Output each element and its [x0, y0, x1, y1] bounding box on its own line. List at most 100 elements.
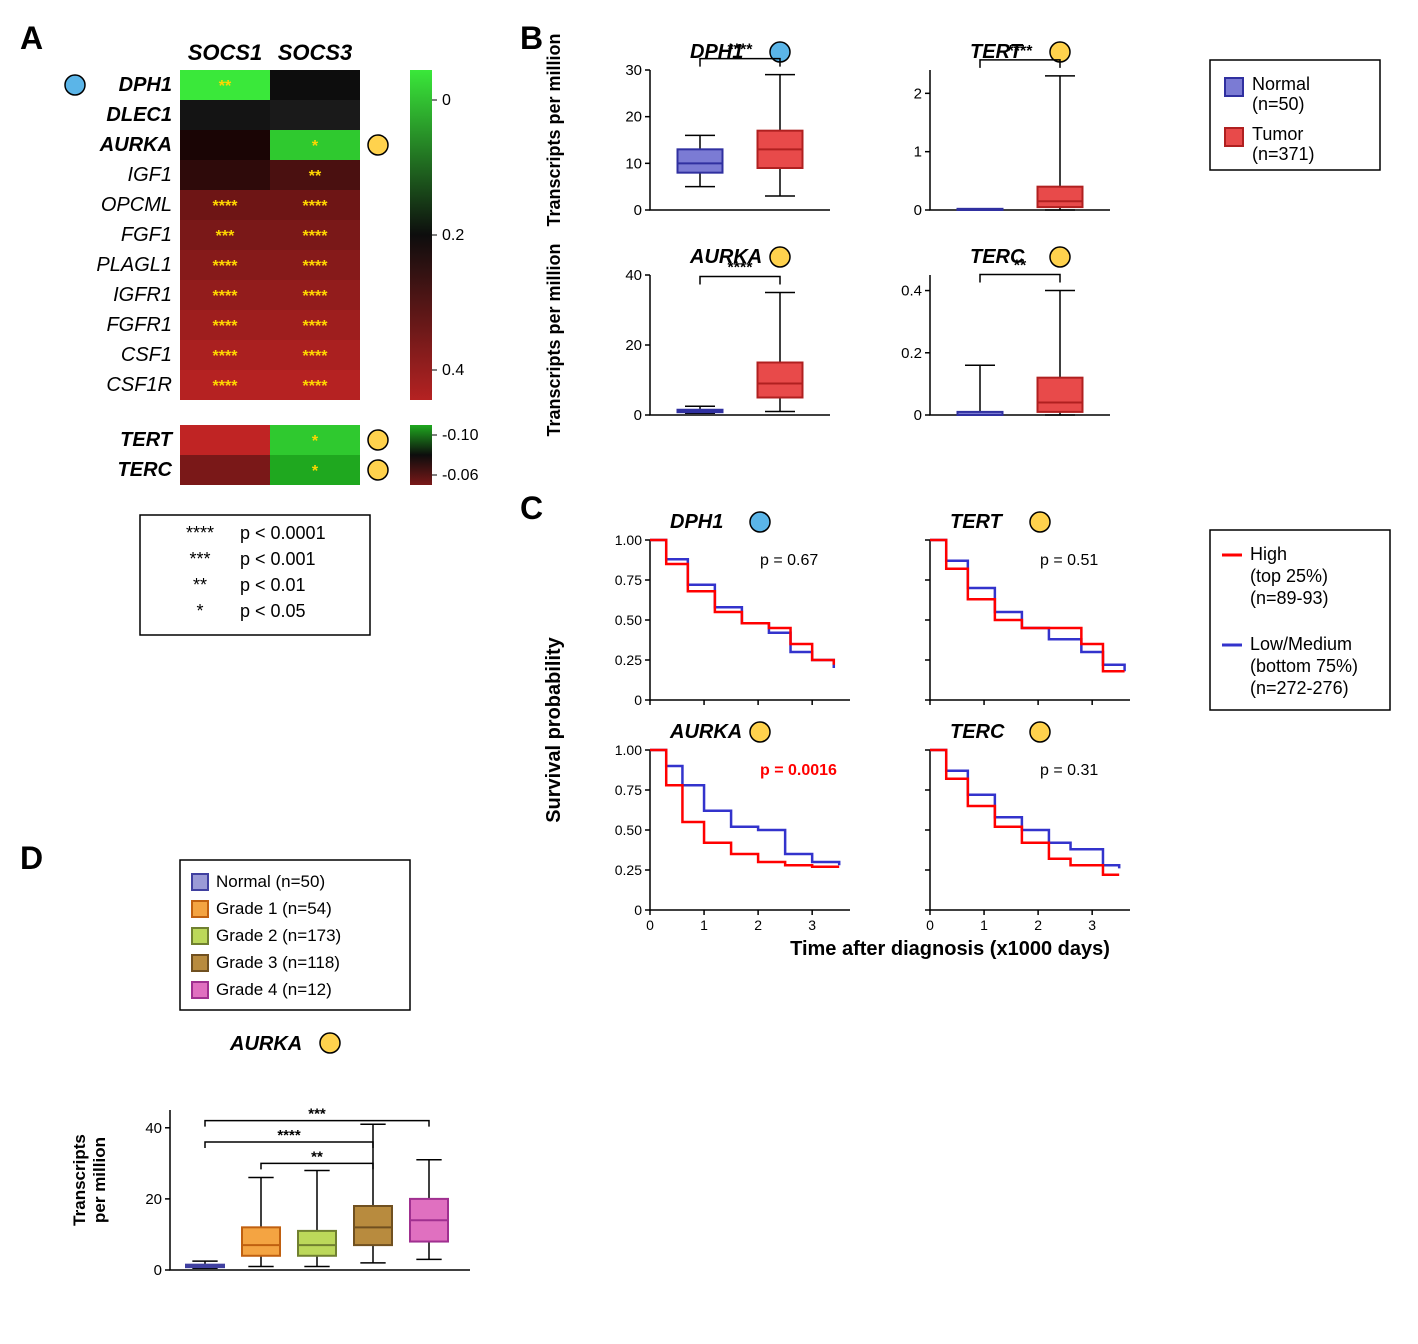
svg-text:PLAGL1: PLAGL1 [96, 254, 172, 276]
svg-text:***: *** [189, 549, 210, 569]
svg-text:1: 1 [700, 917, 708, 933]
svg-text:0: 0 [914, 202, 922, 219]
svg-text:0: 0 [926, 917, 934, 933]
svg-text:(n=50): (n=50) [1252, 94, 1305, 114]
svg-text:DPH1: DPH1 [670, 511, 723, 533]
svg-text:****: **** [303, 228, 329, 245]
svg-text:1.00: 1.00 [615, 532, 642, 548]
svg-text:p < 0.001: p < 0.001 [240, 549, 316, 569]
svg-text:0.4: 0.4 [442, 362, 464, 379]
svg-text:p = 0.51: p = 0.51 [1040, 552, 1098, 569]
svg-text:****: **** [1008, 43, 1034, 60]
svg-text:0: 0 [646, 917, 654, 933]
svg-text:0: 0 [634, 692, 642, 708]
svg-text:****: **** [186, 523, 214, 543]
svg-text:2: 2 [754, 917, 762, 933]
svg-text:AURKA: AURKA [229, 1033, 302, 1055]
svg-text:Transcripts per million: Transcripts per million [544, 33, 564, 226]
svg-text:20: 20 [625, 109, 642, 126]
svg-text:0.4: 0.4 [901, 283, 922, 300]
svg-text:(n=371): (n=371) [1252, 144, 1315, 164]
svg-text:*: * [312, 433, 319, 450]
svg-text:Grade 2 (n=173): Grade 2 (n=173) [216, 926, 341, 945]
svg-text:TERT: TERT [950, 511, 1004, 533]
svg-text:1: 1 [914, 144, 922, 161]
svg-text:High: High [1250, 544, 1287, 564]
svg-text:p < 0.0001: p < 0.0001 [240, 523, 326, 543]
svg-text:DLEC1: DLEC1 [106, 104, 172, 126]
svg-text:40: 40 [625, 267, 642, 284]
svg-text:-0.06: -0.06 [442, 467, 479, 484]
svg-text:***: *** [308, 1106, 326, 1123]
svg-text:***: *** [216, 228, 235, 245]
svg-text:Normal: Normal [1252, 74, 1310, 94]
svg-text:**: ** [1014, 258, 1027, 275]
svg-text:p = 0.31: p = 0.31 [1040, 762, 1098, 779]
svg-text:0: 0 [634, 202, 642, 219]
svg-text:****: **** [303, 288, 329, 305]
svg-text:**: ** [311, 1148, 323, 1165]
svg-text:**: ** [309, 168, 322, 185]
svg-text:****: **** [303, 318, 329, 335]
svg-text:IGF1: IGF1 [128, 164, 172, 186]
figure-container: A SOCS1SOCS3DPH1**DLEC1AURKA*IGF1**OPCML… [20, 20, 1398, 1324]
svg-text:3: 3 [808, 917, 816, 933]
svg-text:*: * [312, 463, 319, 480]
svg-text:OPCML: OPCML [101, 194, 172, 216]
svg-text:****: **** [303, 348, 329, 365]
svg-text:AURKA: AURKA [669, 721, 742, 743]
svg-text:1: 1 [980, 917, 988, 933]
svg-text:0: 0 [634, 407, 642, 424]
svg-text:Transcripts per million: Transcripts per million [544, 243, 564, 436]
svg-text:FGFR1: FGFR1 [106, 314, 172, 336]
svg-text:p = 0.0016: p = 0.0016 [760, 762, 837, 779]
svg-text:TERT: TERT [120, 429, 174, 451]
svg-text:0.75: 0.75 [615, 572, 642, 588]
svg-text:CSF1: CSF1 [121, 344, 172, 366]
svg-text:0.50: 0.50 [615, 822, 642, 838]
svg-text:0.75: 0.75 [615, 782, 642, 798]
svg-text:3: 3 [1088, 917, 1096, 933]
svg-text:0.2: 0.2 [442, 227, 464, 244]
svg-text:Grade 1 (n=54): Grade 1 (n=54) [216, 899, 332, 918]
svg-text:0: 0 [154, 1262, 162, 1279]
svg-text:0.25: 0.25 [615, 652, 642, 668]
svg-text:p < 0.01: p < 0.01 [240, 575, 306, 595]
svg-text:Grade 4 (n=12): Grade 4 (n=12) [216, 980, 332, 999]
svg-text:2: 2 [914, 85, 922, 102]
svg-text:2: 2 [1034, 917, 1042, 933]
panel-d-boxplot: Normal (n=50) Grade 1 (n=54) Grade 2 (n=17… [40, 850, 510, 1330]
svg-text:Survival probability: Survival probability [543, 636, 565, 822]
svg-text:20: 20 [625, 337, 642, 354]
svg-text:****: **** [213, 258, 239, 275]
svg-text:0.2: 0.2 [901, 345, 922, 362]
svg-text:1.00: 1.00 [615, 742, 642, 758]
svg-text:0: 0 [442, 92, 451, 109]
svg-text:**: ** [193, 575, 207, 595]
svg-text:DPH1: DPH1 [119, 74, 172, 96]
svg-text:-0.10: -0.10 [442, 427, 479, 444]
svg-text:0.25: 0.25 [615, 862, 642, 878]
svg-text:SOCS1: SOCS1 [188, 40, 263, 65]
svg-text:FGF1: FGF1 [121, 224, 172, 246]
svg-text:CSF1R: CSF1R [106, 374, 172, 396]
svg-text:AURKA: AURKA [99, 134, 172, 156]
svg-text:(n=272-276): (n=272-276) [1250, 678, 1349, 698]
svg-text:(n=89-93): (n=89-93) [1250, 588, 1329, 608]
svg-text:0: 0 [634, 902, 642, 918]
svg-text:Normal (n=50): Normal (n=50) [216, 872, 325, 891]
svg-text:Grade 3 (n=118): Grade 3 (n=118) [216, 953, 340, 972]
svg-text:****: **** [303, 378, 329, 395]
panel-c-survival: Survival probabilityTime after diagnosis… [530, 500, 1400, 1040]
svg-text:**: ** [219, 78, 232, 95]
svg-text:30: 30 [625, 62, 642, 79]
panel-a-heatmap: SOCS1SOCS3DPH1**DLEC1AURKA*IGF1**OPCML**… [40, 30, 510, 810]
svg-text:*: * [196, 601, 203, 621]
svg-text:****: **** [728, 42, 754, 59]
svg-text:TERC: TERC [950, 721, 1005, 743]
svg-text:****: **** [213, 288, 239, 305]
svg-text:****: **** [303, 198, 329, 215]
svg-text:****: **** [213, 378, 239, 395]
svg-text:****: **** [277, 1127, 301, 1144]
svg-text:10: 10 [625, 155, 642, 172]
